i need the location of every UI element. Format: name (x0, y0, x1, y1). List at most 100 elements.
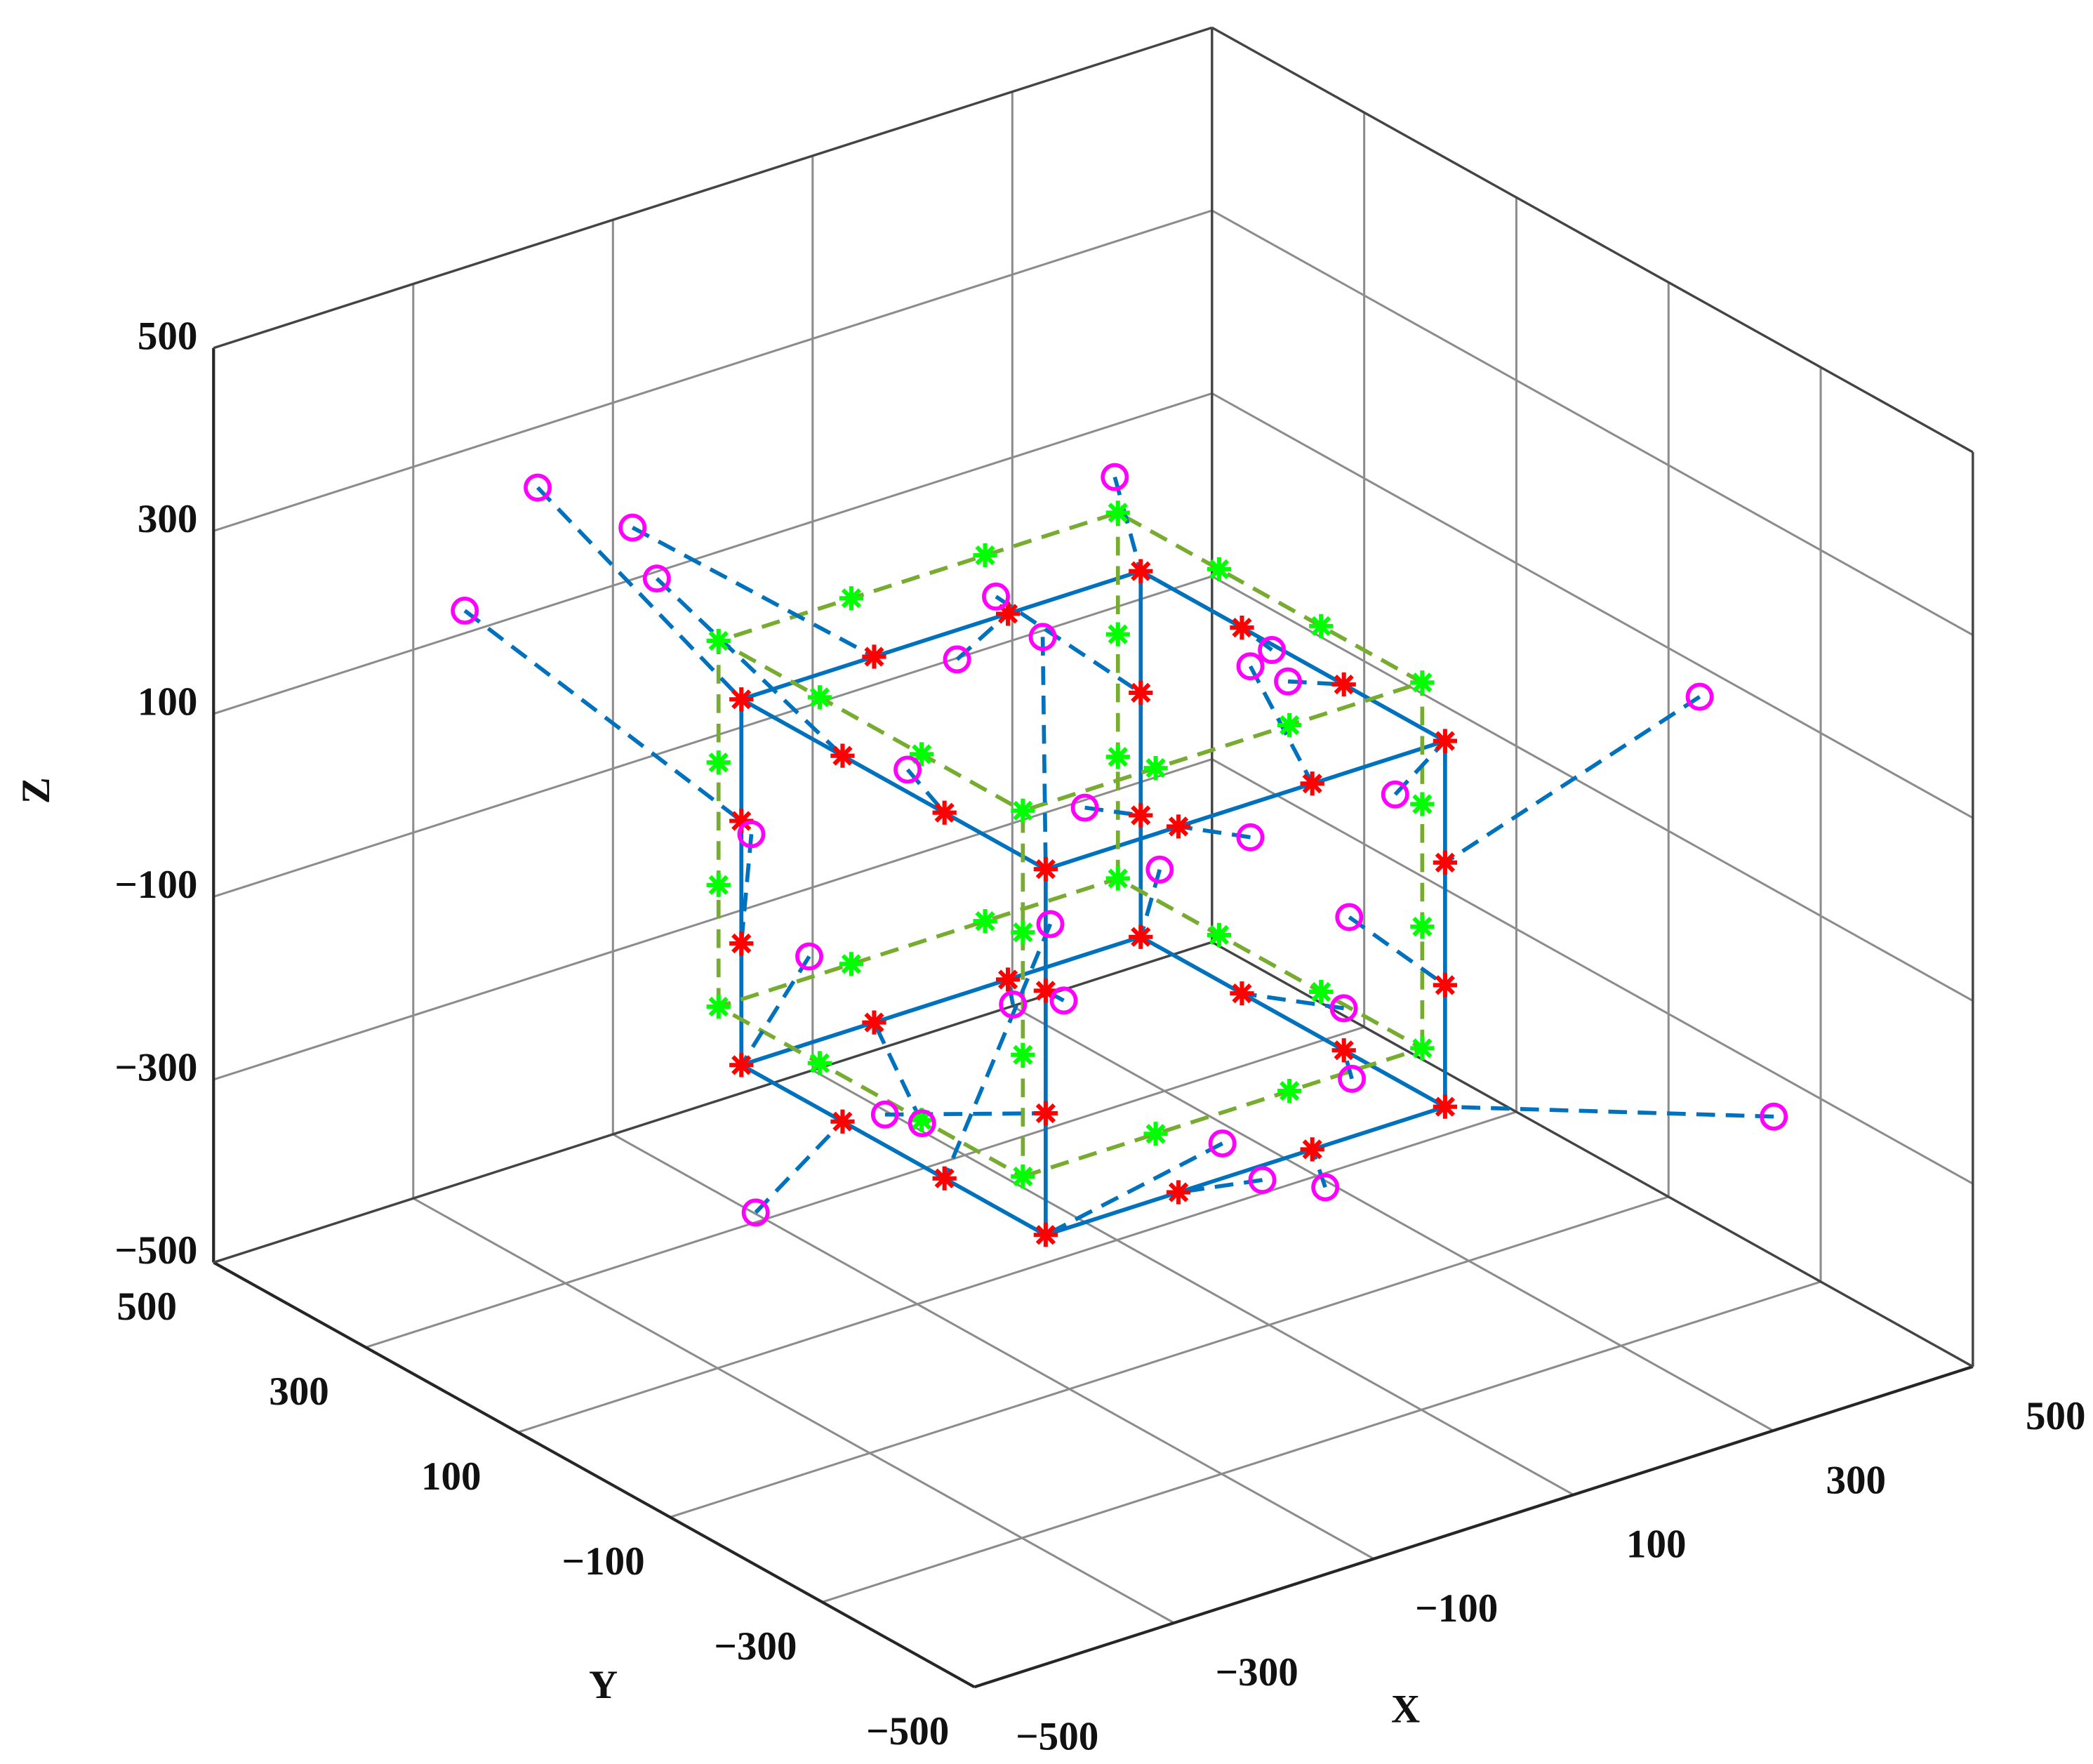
grid-line (213, 758, 1213, 1081)
star-marker (839, 952, 864, 976)
circle-marker (1101, 463, 1129, 491)
grid-line (1211, 392, 1974, 819)
circle-marker (943, 645, 971, 674)
star-marker (1433, 973, 1457, 997)
circle-marker (870, 1100, 899, 1129)
link-line (872, 1021, 924, 1125)
star-marker (1331, 1038, 1356, 1063)
x-axis-label: X (1391, 1687, 1420, 1731)
link-line (1341, 1049, 1354, 1080)
star-marker (1433, 850, 1457, 875)
star-marker (932, 1166, 957, 1191)
z-tick-label: −100 (114, 863, 197, 907)
star-marker (1277, 712, 1302, 738)
circle-marker (1685, 682, 1714, 711)
z-tick-label: −500 (114, 1228, 197, 1273)
link-line (1348, 915, 1447, 987)
circle-marker (1236, 823, 1265, 851)
link-line (1040, 637, 1048, 870)
link-line (1044, 1141, 1223, 1237)
star-marker (830, 743, 855, 768)
star-marker (910, 742, 934, 767)
z-tick-label: 500 (138, 314, 198, 358)
star-marker (706, 750, 731, 775)
star-marker (830, 1109, 855, 1134)
link-line (1242, 991, 1344, 1011)
circle-marker (1236, 652, 1265, 681)
circle-marker (1381, 780, 1409, 809)
star-marker (1143, 1122, 1168, 1146)
star-marker (862, 644, 886, 669)
star-marker (729, 1053, 754, 1077)
star-marker (1011, 798, 1035, 823)
x-tick-label: 300 (1826, 1458, 1886, 1502)
star-marker (1129, 803, 1153, 828)
star-marker (839, 586, 864, 611)
link-line (1444, 1104, 1774, 1119)
grid-line (1211, 758, 1974, 1185)
star-marker (706, 873, 731, 897)
star-marker (1410, 670, 1435, 695)
star-marker (1410, 792, 1435, 816)
grid-line (1011, 1005, 1774, 1432)
star-marker (729, 687, 754, 712)
x-tick-label: −300 (1216, 1650, 1298, 1695)
star-marker (1011, 1164, 1035, 1189)
star-marker (910, 1108, 934, 1132)
star-marker (706, 628, 731, 654)
link-line (1112, 476, 1143, 572)
grid-line (1211, 575, 1974, 1002)
star-marker (862, 1010, 886, 1035)
star-marker (1105, 866, 1130, 891)
star-marker (1011, 1042, 1035, 1067)
circle-marker (1028, 623, 1057, 651)
link-line (1444, 695, 1701, 865)
circle-marker (908, 1109, 936, 1138)
star-marker (1105, 745, 1130, 769)
star-marker (1129, 680, 1153, 705)
z-axis-label: Z (14, 777, 58, 804)
star-marker (973, 543, 997, 568)
star-marker (1105, 500, 1130, 525)
circle-marker (893, 755, 922, 784)
grid-line (612, 1133, 1375, 1560)
circle-marker (524, 473, 552, 502)
y-tick-label: 500 (117, 1285, 177, 1329)
circle-marker (795, 942, 823, 971)
circle-marker (999, 990, 1028, 1019)
grid-line (413, 1197, 1175, 1624)
star-marker (1207, 922, 1232, 948)
star-marker (1129, 559, 1153, 583)
link-line (536, 486, 743, 701)
box-edge (1211, 26, 1974, 453)
star-marker (1410, 915, 1435, 939)
y-tick-label: −300 (714, 1624, 797, 1669)
link-line (1178, 1178, 1263, 1195)
z-tick-label: 100 (138, 680, 198, 724)
grid-line (812, 1069, 1574, 1496)
star-marker (1033, 1223, 1058, 1247)
box-edge (1211, 941, 1974, 1368)
star-marker (1230, 981, 1254, 1006)
y-tick-label: 100 (421, 1454, 481, 1499)
link-line (884, 1111, 1046, 1117)
z-tick-label: 300 (138, 497, 198, 541)
star-marker (995, 967, 1021, 992)
star-marker (1433, 1094, 1457, 1119)
link-line (754, 1120, 844, 1214)
circle-marker (642, 564, 671, 593)
y-axis (213, 1261, 976, 1689)
x-tick-label: 500 (2026, 1394, 2086, 1438)
y-tick-label: −500 (866, 1709, 949, 1753)
star-marker (1331, 672, 1356, 697)
circle-marker (1145, 855, 1174, 884)
grid-line (822, 1280, 1821, 1603)
link-line (631, 526, 875, 659)
x-axis (974, 1365, 1974, 1689)
star-marker (807, 1051, 832, 1075)
star-marker (995, 602, 1021, 626)
star-marker (1105, 622, 1130, 646)
star-marker (1166, 814, 1191, 839)
